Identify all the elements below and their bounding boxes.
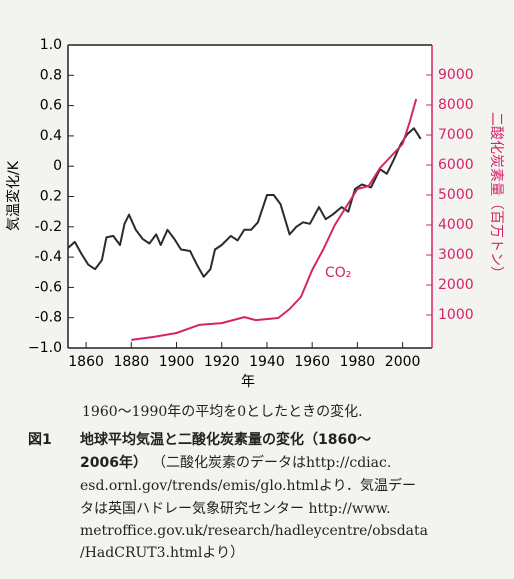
caption-line: （二酸化炭素のデータはhttp://cdiac. xyxy=(152,454,391,471)
plot-area xyxy=(68,45,432,348)
y-tick-label: -0.4 xyxy=(35,249,62,265)
y2-tick-label: 2000 xyxy=(438,277,474,293)
caption-note: 1960～1990年の平均を0としたときの変化. xyxy=(82,403,363,420)
caption-title: 地球平均気温と二酸化炭素量の変化（1860～ xyxy=(80,431,371,448)
y2-tick-label: 9000 xyxy=(438,67,474,83)
y-tick-label: 0.6 xyxy=(40,98,62,114)
y-tick-label: 0 xyxy=(53,158,62,174)
x-tick-label: 1920 xyxy=(204,354,240,370)
x-tick-label: 1880 xyxy=(113,354,149,370)
y-tick-label: -0.6 xyxy=(35,279,62,295)
caption-line: esd.ornl.gov/trends/emis/glo.htmlより．気温デー xyxy=(80,477,416,494)
y-tick-label: -0.2 xyxy=(35,219,62,235)
x-axis-label: 年 xyxy=(241,374,255,390)
y2-tick-label: 7000 xyxy=(438,127,474,143)
x-tick-label: 1900 xyxy=(159,354,195,370)
y2-tick-label: 4000 xyxy=(438,217,474,233)
x-tick-label: 1960 xyxy=(294,354,330,370)
y2-tick-label: 5000 xyxy=(438,187,474,203)
y2-tick-label: 8000 xyxy=(438,97,474,113)
caption-line: metroffice.gov.uk/research/hadleycentre/… xyxy=(80,523,428,539)
y-axis-label: 気温変化/K xyxy=(5,160,22,231)
annotation: CO₂ xyxy=(325,265,351,281)
caption-line: 2006年） xyxy=(80,454,147,471)
y-tick-label: 1.0 xyxy=(40,37,62,53)
series-line xyxy=(67,127,422,278)
caption-line: /HadCRUT3.htmlより） xyxy=(80,545,244,561)
y-tick-label: 0.8 xyxy=(40,67,62,83)
y-tick-label: 0.2 xyxy=(40,189,62,205)
caption-line: タは英国ハドレー気象研究センター http://www. xyxy=(80,500,391,517)
series-line xyxy=(131,98,418,341)
x-tick-label: 1860 xyxy=(68,354,104,370)
y2-tick-label: 6000 xyxy=(438,157,474,173)
x-tick-label: 1940 xyxy=(249,354,285,370)
x-tick-label: 2000 xyxy=(385,354,421,370)
y2-axis-label: 二酸化炭素量（百万トン） xyxy=(488,112,504,280)
y-tick-label: −1.0 xyxy=(28,340,62,356)
caption-label: 図1 xyxy=(28,432,52,448)
x-tick-label: 1980 xyxy=(340,354,376,370)
y-tick-label: -0.8 xyxy=(35,310,62,326)
y-tick-label: 0.4 xyxy=(40,128,62,144)
y2-tick-label: 1000 xyxy=(438,307,474,323)
y2-tick-label: 3000 xyxy=(438,247,474,263)
